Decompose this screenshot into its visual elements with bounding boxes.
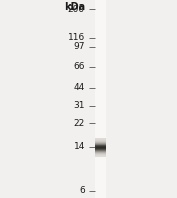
Bar [95, 0, 106, 198]
Text: 14: 14 [74, 142, 85, 151]
Text: 116: 116 [68, 33, 85, 42]
Text: 200: 200 [68, 5, 85, 14]
Text: 66: 66 [73, 62, 85, 71]
Text: 6: 6 [79, 186, 85, 195]
Text: 44: 44 [74, 83, 85, 92]
Text: 97: 97 [73, 42, 85, 51]
Text: 31: 31 [73, 101, 85, 110]
Text: kDa: kDa [64, 2, 85, 12]
Text: 22: 22 [74, 119, 85, 128]
